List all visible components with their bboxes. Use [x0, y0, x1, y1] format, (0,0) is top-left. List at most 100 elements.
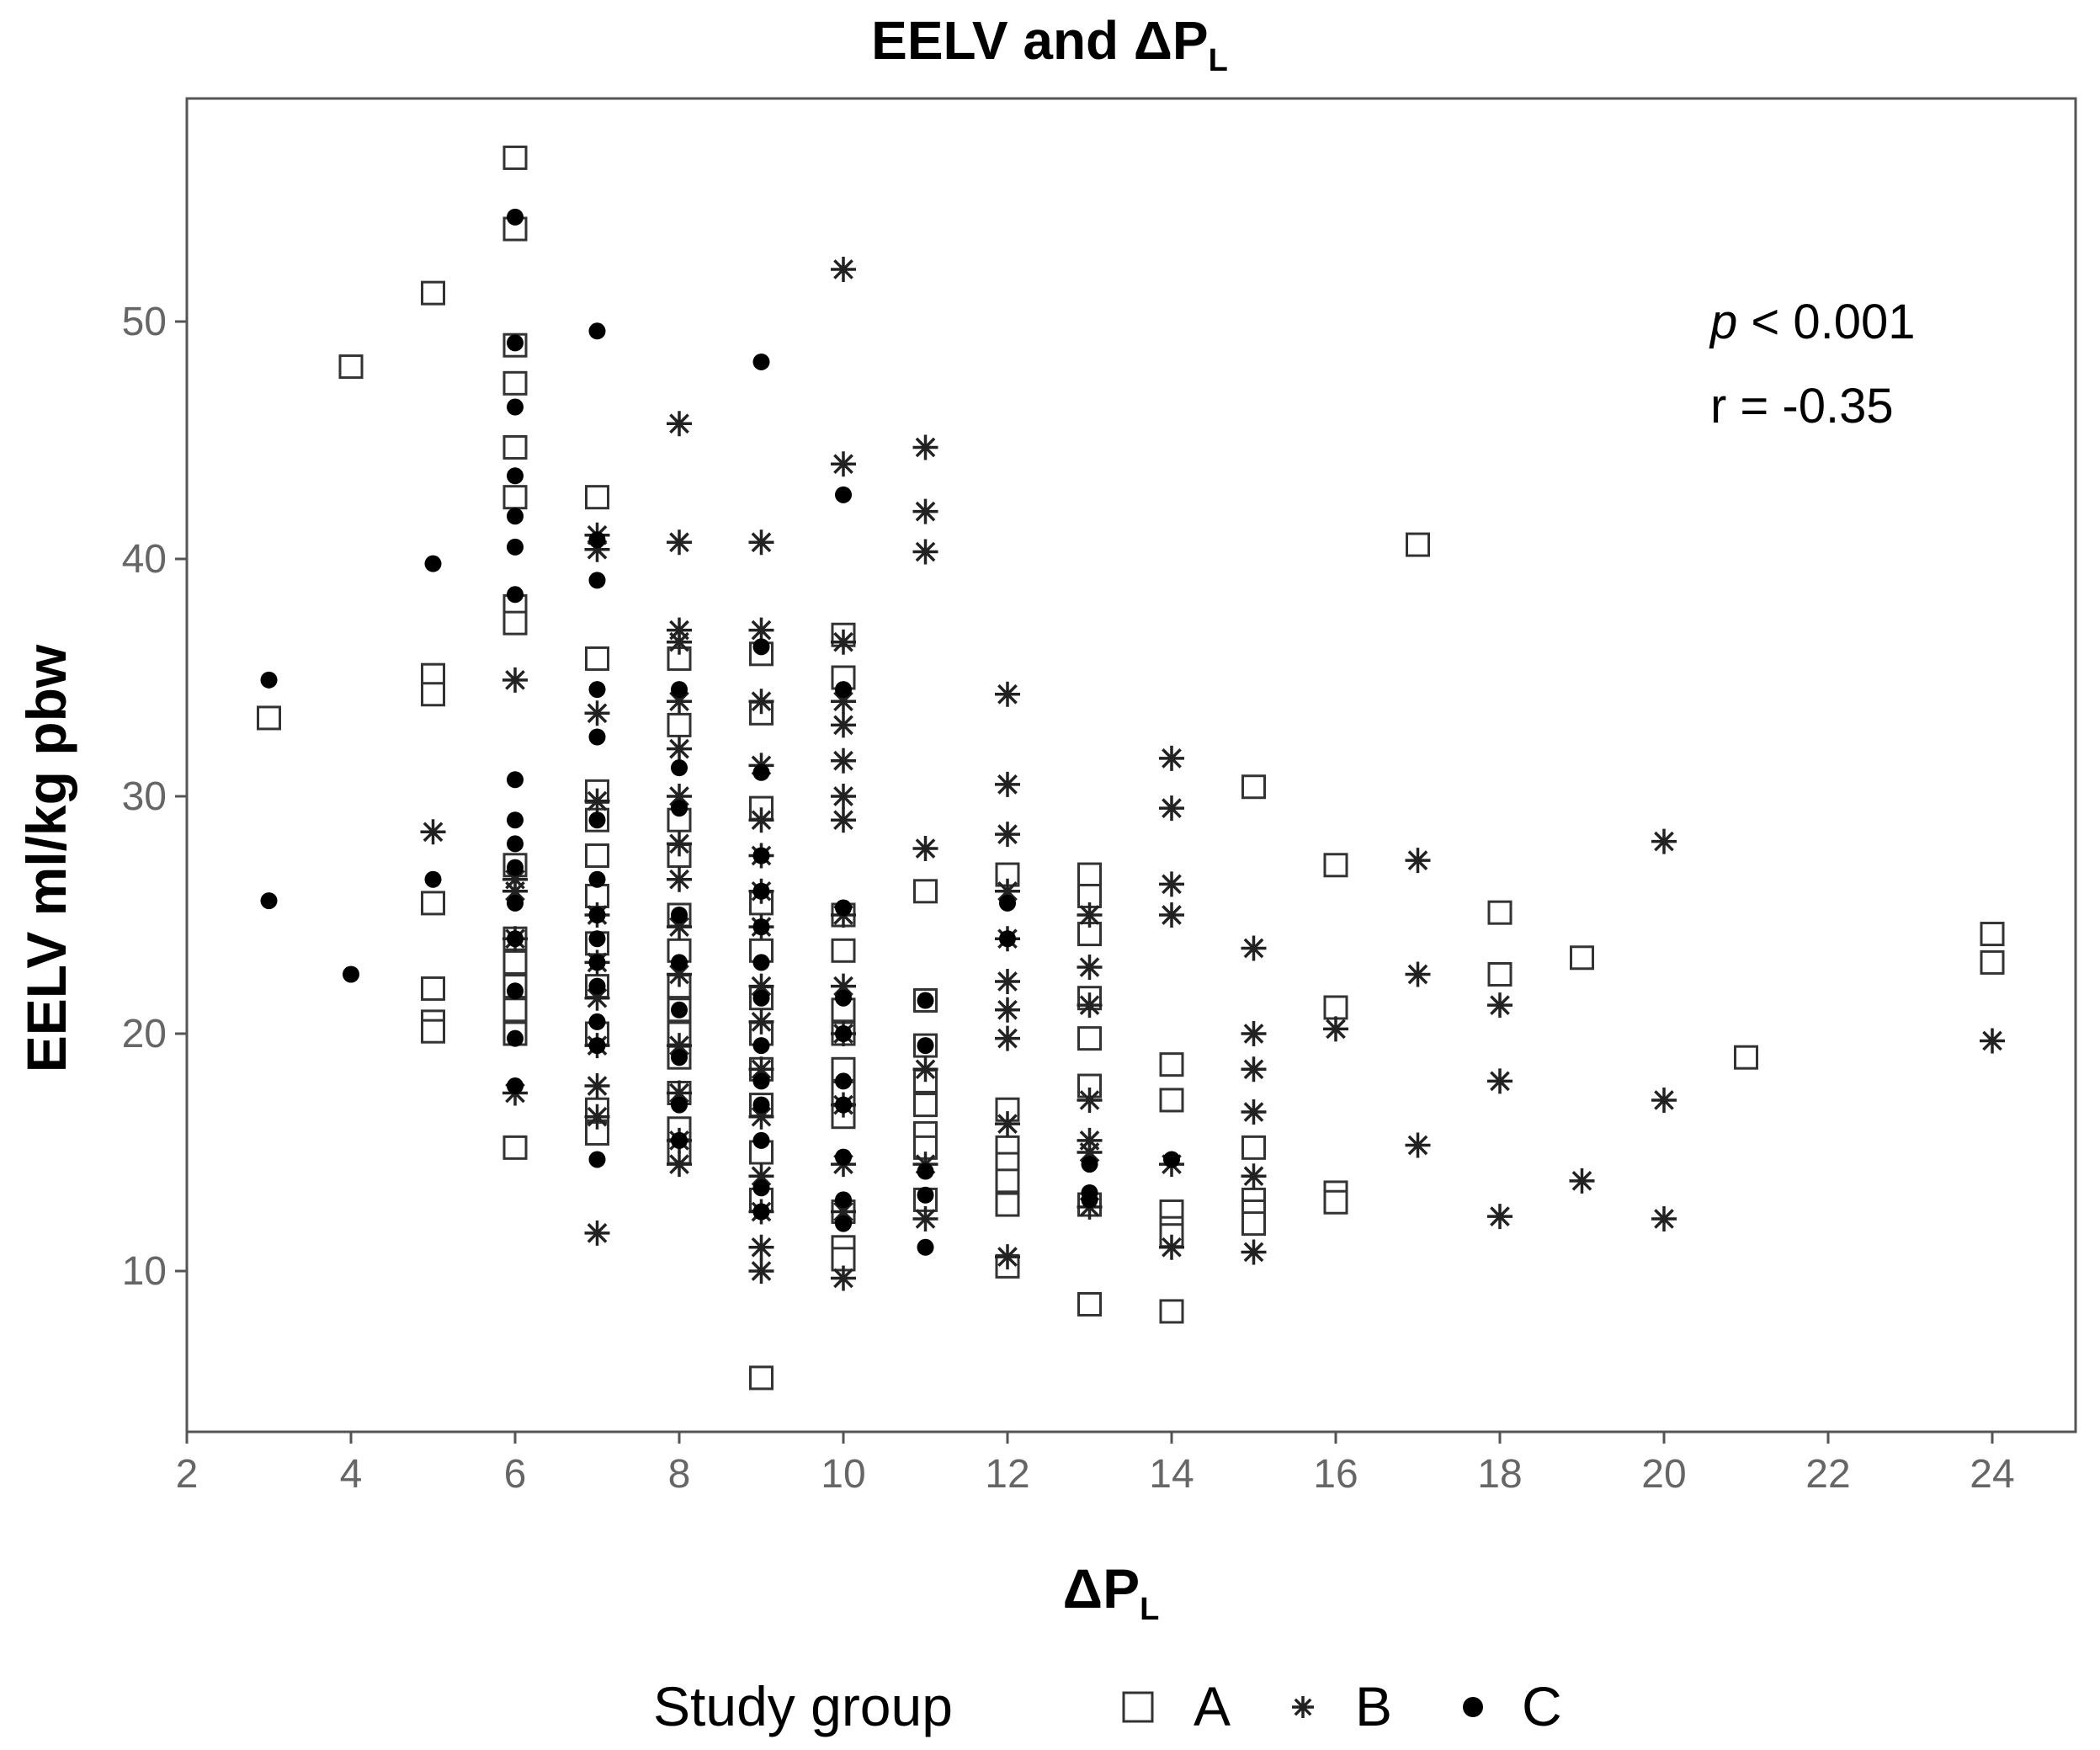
point-group-c	[507, 930, 524, 948]
x-tick-label: 20	[1641, 1452, 1686, 1497]
point-group-c	[752, 1096, 770, 1114]
point-group-b	[831, 256, 856, 282]
point-group-c	[588, 870, 606, 888]
point-group-a	[338, 354, 364, 380]
x-axis: 2 4 6 8 10 12 14 16 18 20 22 24	[176, 1432, 2015, 1497]
point-group-b	[748, 689, 774, 715]
x-tick-label: 16	[1313, 1452, 1358, 1497]
point-group-c	[671, 681, 688, 699]
point-group-c	[835, 1191, 852, 1209]
point-group-b	[831, 747, 856, 774]
point-group-c	[260, 892, 278, 910]
point-group-c	[671, 954, 688, 971]
point-group-a	[585, 646, 609, 671]
point-group-a	[995, 1192, 1020, 1217]
point-group-a	[421, 976, 445, 1001]
x-tick-label: 22	[1805, 1452, 1850, 1497]
point-group-c	[835, 989, 852, 1007]
point-group-c	[588, 977, 606, 995]
legend-label-a: A	[1194, 1675, 1231, 1737]
point-group-c	[507, 894, 524, 912]
y-tick-label: 30	[122, 774, 167, 819]
point-group-a	[1159, 1052, 1184, 1077]
point-group-b	[584, 1073, 610, 1099]
point-group-b	[912, 1205, 938, 1231]
point-group-b	[748, 1163, 774, 1189]
point-group-b	[995, 681, 1020, 707]
point-group-c	[1081, 1156, 1098, 1173]
point-group-c	[507, 1029, 524, 1047]
point-group-b	[667, 961, 692, 987]
point-group-b	[1159, 1234, 1184, 1260]
point-group-c	[1081, 1191, 1098, 1209]
point-group-a	[1980, 949, 2005, 975]
point-group-b	[1241, 1239, 1267, 1265]
point-group-b	[584, 985, 610, 1011]
point-group-c	[752, 1072, 770, 1090]
point-group-b	[502, 667, 528, 693]
point-group-c	[588, 728, 606, 746]
point-group-c	[671, 800, 688, 817]
x-axis-title: ΔPL	[1063, 1557, 1160, 1627]
point-group-c	[752, 1131, 770, 1149]
point-group-c	[835, 1215, 852, 1232]
point-group-b	[584, 1220, 610, 1246]
point-group-c	[507, 835, 524, 853]
x-tick-label: 24	[1970, 1452, 2014, 1497]
point-group-b	[748, 529, 774, 556]
point-group-a	[1077, 1026, 1102, 1051]
point-group-c	[588, 1013, 606, 1030]
series-c-points	[260, 208, 1180, 1256]
point-group-c	[588, 811, 606, 829]
point-group-b	[1077, 955, 1103, 981]
point-group-b	[995, 878, 1020, 904]
point-group-a	[421, 1019, 445, 1044]
point-group-c	[835, 1072, 852, 1090]
point-group-b	[1487, 1068, 1513, 1094]
point-group-b	[995, 822, 1020, 848]
point-group-b	[831, 451, 856, 477]
point-group-c	[507, 334, 524, 352]
point-group-b	[1651, 1205, 1677, 1231]
point-group-c	[752, 882, 770, 900]
point-group-a	[1487, 962, 1513, 987]
point-group-c	[752, 638, 770, 656]
point-group-b	[667, 736, 692, 762]
point-group-c	[752, 1203, 770, 1221]
point-group-b	[748, 973, 774, 999]
legend-square-marker	[1122, 1691, 1154, 1723]
legend-label-c: C	[1522, 1675, 1562, 1737]
point-group-b	[1077, 1087, 1103, 1113]
point-group-c	[507, 538, 524, 556]
legend-label-b: B	[1355, 1675, 1392, 1737]
y-tick-label: 50	[122, 300, 167, 344]
point-group-b	[667, 914, 692, 940]
point-group-b	[995, 997, 1020, 1023]
point-group-b	[748, 1056, 774, 1082]
point-group-a	[1241, 1135, 1266, 1160]
point-group-c	[752, 353, 770, 370]
point-group-b	[912, 836, 938, 862]
point-group-a	[995, 1168, 1020, 1194]
point-group-c	[588, 681, 606, 699]
point-group-a	[585, 485, 609, 510]
point-group-a	[1406, 532, 1430, 557]
point-group-b	[748, 617, 774, 643]
point-group-b	[748, 1234, 774, 1260]
point-group-b	[1980, 1028, 2005, 1054]
point-group-c	[835, 1148, 852, 1166]
point-group-c	[343, 965, 359, 983]
point-group-c	[752, 918, 770, 936]
point-group-c	[588, 1037, 606, 1055]
point-group-b	[1159, 871, 1184, 897]
legend-title: Study group	[653, 1675, 953, 1737]
point-group-a	[1159, 1088, 1184, 1113]
x-axis-title-subscript: L	[1140, 1592, 1159, 1627]
x-tick-label: 4	[340, 1452, 363, 1497]
point-group-b	[912, 1056, 938, 1082]
point-group-b	[831, 807, 856, 833]
point-group-c	[917, 1238, 934, 1256]
point-group-c	[835, 1025, 852, 1042]
point-group-a	[502, 370, 528, 396]
point-group-a	[1570, 945, 1594, 971]
